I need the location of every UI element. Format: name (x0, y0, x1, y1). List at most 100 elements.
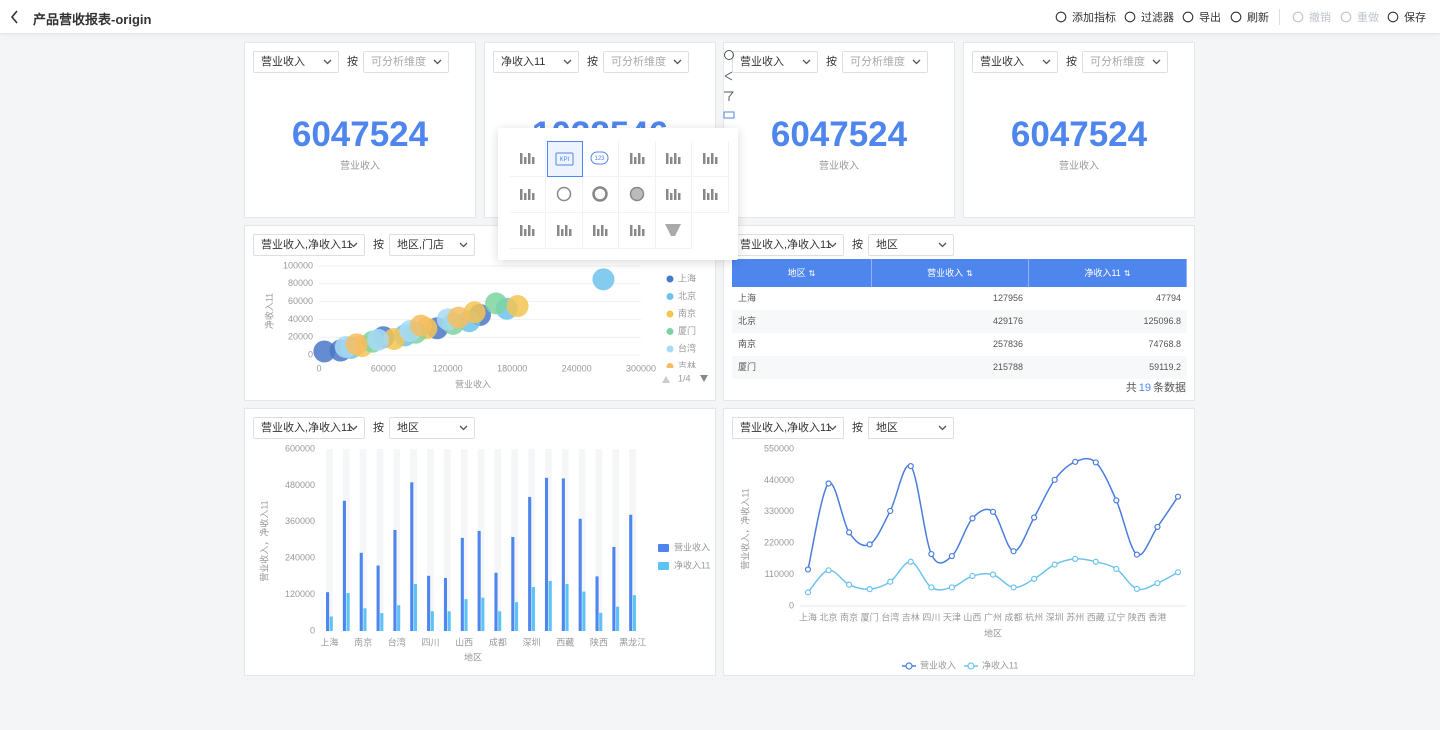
bar (477, 530, 481, 631)
x-tick-label: 杭州 (1025, 611, 1043, 622)
y-tick-label: 0 (789, 600, 794, 610)
point (1174, 493, 1182, 500)
dimension-dropdown[interactable]: 可分析维度 (603, 51, 689, 73)
icon-bar (524, 157, 527, 164)
icon-frame (590, 151, 609, 165)
picker-option[interactable] (619, 141, 656, 177)
picker-option[interactable] (656, 177, 692, 213)
x-tick-label: 南京 (840, 611, 858, 622)
picker-option[interactable] (510, 213, 546, 249)
chevron (433, 59, 442, 65)
sort-icon: ⇅ (1123, 269, 1131, 278)
icon-bar (528, 225, 531, 236)
metric-dropdown[interactable]: 营业收入 (732, 51, 818, 73)
x-axis-label: 地区 (984, 627, 1002, 638)
tool-icons[interactable] (722, 48, 736, 124)
band-background (545, 449, 552, 631)
dimension-text: 可分析维度 (850, 56, 905, 68)
metric-dropdown[interactable]: 营业收入,净收入11 (732, 417, 844, 439)
picker-icon (629, 225, 644, 236)
metric-dropdown[interactable]: 营业收入,净收入11 (253, 234, 365, 256)
bubble (485, 292, 508, 315)
x-tick-label: 山西 (963, 612, 981, 622)
picker-option[interactable] (692, 141, 729, 177)
toolbar-action[interactable]: 导出 (1182, 9, 1221, 25)
chart-svg: 0 120000 240000 360000 480000 600000 上海 南京 台湾 四川 山… (258, 443, 710, 662)
dimension-dropdown[interactable]: 可分析维度 (842, 51, 928, 73)
picker-option[interactable] (656, 213, 692, 249)
dimension-dropdown[interactable]: 地区 (868, 417, 954, 439)
toolbar-action[interactable]: 保存 (1387, 9, 1426, 25)
picker-option[interactable] (510, 177, 546, 213)
chevron (323, 59, 332, 65)
picker-option[interactable] (619, 213, 656, 249)
icon-bar (714, 157, 717, 164)
picker-icon (629, 186, 644, 202)
dimension-dropdown[interactable]: 地区,门店 (389, 234, 475, 256)
icon-bar (629, 225, 632, 236)
picker-option[interactable] (656, 141, 692, 177)
metric-dropdown[interactable]: 营业收入 (253, 51, 339, 73)
table-cell: 上海 (732, 287, 872, 310)
point (1051, 561, 1058, 568)
metric-text: 净收入11 (501, 56, 546, 68)
band-background (561, 449, 569, 631)
metric-dropdown[interactable]: 营业收入 (972, 51, 1058, 73)
metric-dropdown[interactable]: 营业收入,净收入11 (253, 417, 365, 439)
picker-option[interactable] (619, 177, 656, 213)
picker-icon: 123 (590, 151, 609, 165)
picker-option[interactable] (510, 141, 546, 177)
picker-option[interactable]: 123 (583, 141, 619, 177)
toolbar-action[interactable]: 添加指标 (1055, 9, 1116, 25)
picker-option[interactable]: KPI (546, 141, 583, 177)
point (928, 550, 935, 558)
dimension-dropdown[interactable]: 可分析维度 (363, 51, 449, 73)
chevron (938, 425, 947, 431)
bar (443, 577, 448, 631)
bar (548, 580, 552, 631)
bar (329, 616, 333, 631)
table-card: 营业收入,净收入11 按地区 地区 ⇅ 营业收入 ⇅ 净收入11 ⇅ 上海 127956 47794… (723, 225, 1195, 401)
bar (578, 518, 582, 631)
icon-bar (605, 229, 608, 236)
back-button[interactable] (10, 10, 20, 24)
band-background (443, 449, 451, 631)
point (887, 507, 894, 515)
toolbar-action: 撤销 (1292, 9, 1331, 25)
bar (460, 537, 464, 631)
dimension-dropdown[interactable]: 地区 (389, 417, 475, 439)
bar (494, 572, 498, 631)
toolbar-action[interactable]: 过滤器 (1124, 9, 1174, 25)
toolbar-action[interactable]: 刷新 (1230, 9, 1269, 25)
dimension-dropdown[interactable]: 地区 (868, 234, 954, 256)
picker-icon (556, 186, 571, 202)
point (1031, 575, 1038, 582)
metric-dropdown[interactable]: 营业收入,净收入11 (732, 234, 844, 256)
band-background (494, 449, 502, 631)
picker-option[interactable] (583, 177, 619, 213)
chevron (1042, 59, 1051, 65)
icon-bar (532, 157, 535, 164)
icon-funnel (665, 224, 681, 236)
metric-dropdown[interactable]: 净收入11 (493, 51, 579, 73)
legend-page: 1/4 (678, 373, 691, 383)
kpi-value: 6047524 (291, 115, 429, 154)
report-title: 产品营收报表-origin (33, 12, 152, 27)
point (846, 529, 853, 536)
column-name: 地区 (787, 268, 806, 278)
picker-option[interactable] (692, 177, 729, 213)
picker-option[interactable] (546, 177, 583, 213)
legend-label: 营业收入 (674, 541, 710, 552)
y-tick-label: 110000 (765, 569, 794, 579)
bar (544, 477, 549, 631)
bubble (367, 328, 390, 351)
point (1113, 497, 1120, 504)
point (1113, 565, 1120, 572)
picker-option[interactable] (583, 213, 619, 249)
dimension-dropdown[interactable]: 可分析维度 (1082, 51, 1168, 73)
picker-option[interactable] (546, 213, 583, 249)
icon-bar (674, 189, 677, 200)
x-tick-label: 四川 (421, 637, 439, 647)
by-label: 按 (587, 56, 598, 68)
footer-prefix: 共 (1125, 382, 1137, 394)
